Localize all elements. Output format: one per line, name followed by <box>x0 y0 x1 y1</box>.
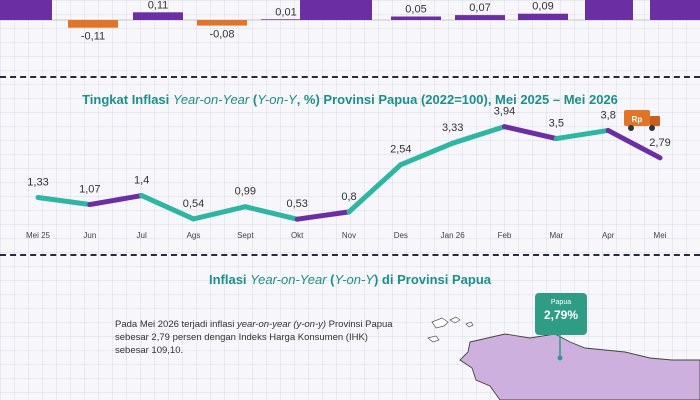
line-segment <box>605 127 663 161</box>
data-label: 3,5 <box>549 118 564 130</box>
callout-label: Papua <box>550 299 572 306</box>
truck-label: Rp <box>632 115 643 124</box>
line-segment <box>191 204 248 222</box>
bar <box>455 15 505 20</box>
bar-value-label: -0,08 <box>209 29 234 41</box>
inflation-description: Pada Mei 2026 terjadi inflasi year-on-ye… <box>115 319 393 356</box>
bar-value-label: 0,05 <box>405 4 426 16</box>
bar-value-label: 0,11 <box>148 0 169 11</box>
monthly-bar-chart: 0,11 -0,11 -0,08 0,01 0,05 0,07 0,09 <box>0 0 700 43</box>
callout-dot <box>557 355 563 361</box>
bar-cropped <box>0 0 52 20</box>
line-chart-title: Tingkat Inflasi Year-on-Year (Y-on-Y, %)… <box>82 92 618 107</box>
data-label: 1,33 <box>27 176 48 188</box>
line-segment <box>450 124 507 146</box>
map-section-title: Inflasi Year-on-Year (Y-on-Y) di Provins… <box>208 272 492 287</box>
x-tick-label: Mar <box>549 231 563 240</box>
islands-decor <box>427 316 474 343</box>
data-label: 1,07 <box>79 184 100 196</box>
divider-bottom <box>0 254 700 256</box>
papua-region-shape <box>459 333 700 400</box>
data-label: 3,33 <box>442 122 463 134</box>
papua-callout: Papua 2,79% <box>535 293 587 335</box>
bar <box>391 16 441 20</box>
x-tick-label: Jan 26 <box>441 231 466 240</box>
yoy-line-chart: 1,33 Mei 25 1,07 Jun 1,4 Jul 0,54 Ags 0,99 Sept 0,… <box>26 106 671 240</box>
data-label: 2,54 <box>390 144 411 156</box>
bar-value-label: 0,09 <box>532 1 553 13</box>
line-segment <box>398 140 456 168</box>
x-tick-label: Apr <box>602 231 615 240</box>
x-tick-label: Mei <box>654 231 667 240</box>
bar-value-label: -0,11 <box>81 31 105 43</box>
callout-value: 2,79% <box>543 308 579 322</box>
data-label: 3,8 <box>601 109 616 121</box>
x-tick-label: Ags <box>187 231 201 240</box>
x-tick-label: Sept <box>237 231 254 240</box>
line-segment <box>346 162 404 215</box>
truck-icon: Rp <box>624 110 660 131</box>
line-segment <box>87 193 145 208</box>
line-segment <box>35 194 93 208</box>
x-tick-label: Mei 25 <box>26 231 51 240</box>
line-segment <box>139 193 196 222</box>
bar <box>68 20 118 28</box>
line-segment <box>294 209 352 222</box>
bar <box>518 13 568 20</box>
data-label: 0,54 <box>183 198 204 210</box>
data-label: 3,94 <box>494 106 515 118</box>
line-segment <box>502 124 559 142</box>
divider-top <box>0 76 700 78</box>
bar-cropped <box>300 0 372 20</box>
x-tick-label: Nov <box>342 231 356 240</box>
bar <box>197 20 247 26</box>
data-label: 0,99 <box>235 186 256 198</box>
bar-value-label: 0,07 <box>469 2 490 14</box>
x-tick-label: Des <box>394 231 408 240</box>
x-tick-label: Jun <box>83 231 96 240</box>
line-segment <box>553 127 611 142</box>
data-label: 2,79 <box>649 137 670 149</box>
bar <box>133 12 183 20</box>
bar <box>261 19 311 20</box>
bar-cropped <box>585 0 633 20</box>
data-label: 0,8 <box>341 191 356 203</box>
x-tick-label: Jul <box>137 231 147 240</box>
bar-cropped <box>650 0 700 20</box>
line-segment <box>242 204 300 222</box>
x-tick-label: Feb <box>498 231 512 240</box>
bar-value-label: 0,01 <box>275 6 296 18</box>
data-label: 1,4 <box>134 175 149 187</box>
data-label: 0,53 <box>286 198 307 210</box>
x-tick-label: Okt <box>291 231 304 240</box>
